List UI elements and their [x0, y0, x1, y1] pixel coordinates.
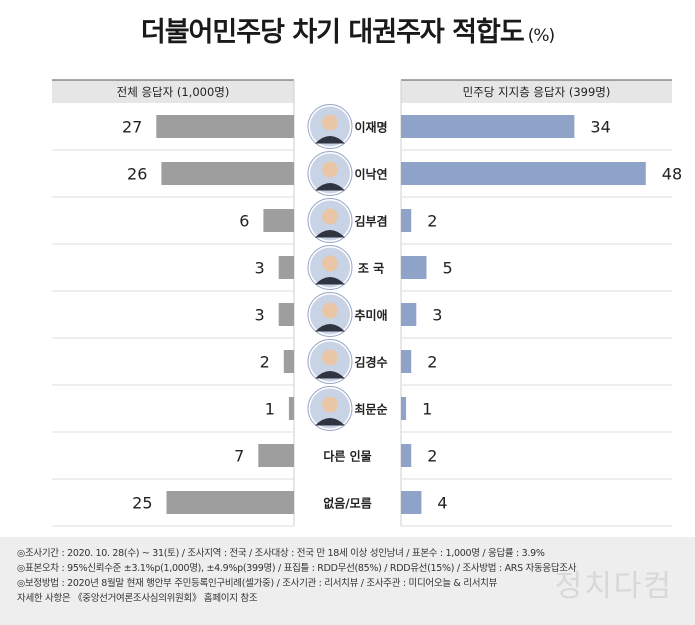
candidate-name: 없음/모름 [323, 496, 372, 511]
portrait-suit [315, 230, 345, 238]
right-value-label: 2 [427, 212, 437, 231]
left-bar [278, 303, 294, 326]
candidate-name: 이재명 [354, 120, 387, 135]
left-value-label: 27 [122, 118, 142, 137]
right-value-label: 1 [422, 400, 432, 419]
diverging-bar-chart: 전체 응답자 (1,000명) 민주당 지지층 응답자 (399명)27 34이재명… [52, 79, 682, 527]
right-value-label: 2 [427, 353, 437, 372]
candidate-name: 김경수 [354, 355, 387, 370]
right-value-label: 2 [427, 447, 437, 466]
right-bar [401, 397, 407, 420]
candidate-name: 조 국 [358, 262, 384, 276]
footnote-line: 자세한 사항은 《중앙선거여론조사심의위원회》 홈페이지 참조 [17, 593, 258, 604]
chart-title: 더불어민주당 차기 대권주자 적합도 (%) [0, 10, 695, 49]
portrait-suit [315, 371, 345, 379]
right-bar [401, 303, 417, 326]
left-bar [288, 397, 294, 420]
portrait-suit [315, 324, 345, 332]
candidate-name: 최문순 [354, 402, 387, 417]
left-value-label: 1 [265, 400, 275, 419]
right-bar [401, 115, 575, 138]
portrait-face [322, 255, 338, 272]
footnote-line: ◎보정방법 : 2020년 8월말 현재 행안부 주민등록인구비례(셀가중) /… [17, 578, 498, 589]
left-value-label: 25 [132, 494, 152, 513]
footnote-line: ◎조사기간 : 2020. 10. 28(수) ~ 31(토) / 조사지역 :… [17, 548, 545, 559]
right-bar [401, 350, 412, 373]
left-bar [278, 256, 294, 279]
candidate-name: 김부겸 [354, 214, 387, 229]
portrait-suit [315, 277, 345, 285]
left-header-label: 전체 응답자 (1,000명) [117, 85, 230, 99]
right-header-box [401, 80, 672, 103]
portrait-suit [315, 183, 345, 191]
left-bar [258, 444, 294, 467]
watermark: 정치다컴 [554, 569, 673, 604]
portrait-face [322, 302, 338, 319]
left-header-box [52, 80, 294, 103]
candidate-name: 다른 인물 [323, 449, 371, 464]
portrait-face [322, 349, 338, 366]
right-value-label: 3 [432, 306, 442, 325]
candidate-name: 이낙연 [354, 167, 387, 182]
left-value-label: 7 [234, 447, 244, 466]
left-bar [283, 350, 294, 373]
chart-title-unit: (%) [527, 26, 555, 46]
left-value-label: 3 [255, 259, 265, 278]
left-bar [161, 162, 294, 185]
right-bar [401, 162, 646, 185]
footnote-line: ◎표본오차 : 95%신뢰수준 ±3.1%p(1,000명), ±4.9%p(3… [17, 563, 577, 574]
right-value-label: 4 [437, 494, 447, 513]
right-bar [401, 256, 427, 279]
right-bar [401, 444, 412, 467]
left-bar [156, 115, 294, 138]
left-bar [166, 491, 294, 514]
right-bar [401, 491, 422, 514]
left-value-label: 6 [239, 212, 249, 231]
right-value-label: 34 [590, 118, 610, 137]
survey-footnote: ◎조사기간 : 2020. 10. 28(수) ~ 31(토) / 조사지역 :… [0, 537, 695, 625]
left-value-label: 26 [127, 165, 147, 184]
left-value-label: 2 [260, 353, 270, 372]
portrait-suit [315, 136, 345, 144]
right-bar [401, 209, 412, 232]
left-value-label: 3 [255, 306, 265, 325]
right-value-label: 48 [662, 165, 682, 184]
chart-title-text: 더불어민주당 차기 대권주자 적합도 [140, 17, 525, 48]
left-bar [263, 209, 294, 232]
portrait-face [322, 208, 338, 225]
portrait-face [322, 161, 338, 178]
right-header-label: 민주당 지지층 응답자 (399명) [463, 85, 611, 99]
portrait-suit [315, 418, 345, 426]
portrait-face [322, 396, 338, 413]
candidate-name: 추미애 [354, 308, 387, 323]
right-value-label: 5 [443, 259, 453, 278]
portrait-face [322, 114, 338, 131]
